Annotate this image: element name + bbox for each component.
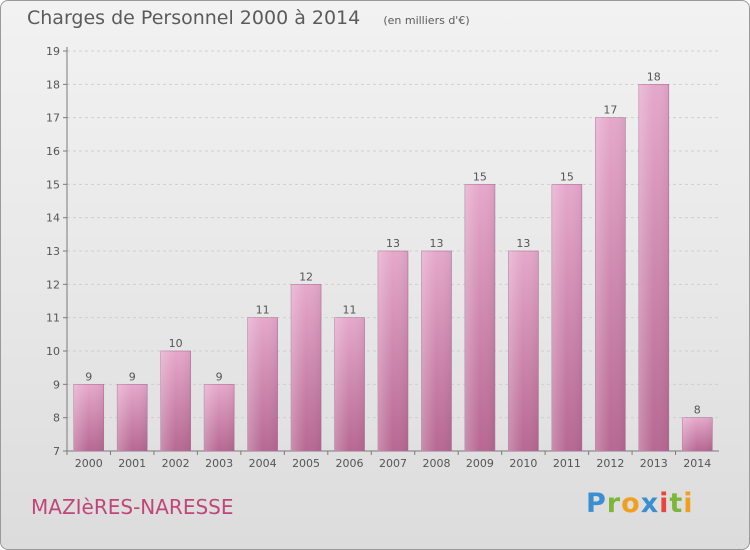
y-tick-label: 7: [53, 445, 60, 458]
y-tick-label: 19: [46, 45, 60, 58]
data-label: 9: [129, 370, 136, 383]
data-label: 8: [694, 404, 701, 417]
bar-shine: [464, 184, 495, 452]
x-tick-label: 2005: [292, 457, 320, 470]
x-tick-label: 2010: [509, 457, 537, 470]
bar-shine: [204, 384, 235, 451]
x-tick-label: 2003: [205, 457, 233, 470]
bar-shine: [334, 317, 365, 451]
bar-shine: [421, 251, 452, 451]
logo-letter: r: [606, 488, 622, 519]
y-tick-label: 8: [53, 412, 60, 425]
logo-letter: o: [621, 488, 641, 519]
logo-letter: P: [586, 488, 607, 519]
chart-title: Charges de Personnel 2000 à 2014: [27, 7, 361, 29]
x-tick-label: 2002: [162, 457, 190, 470]
y-tick-label: 9: [53, 378, 60, 391]
logo-letter: t: [669, 488, 684, 519]
bar-shine: [595, 117, 626, 452]
data-label: 11: [343, 304, 357, 317]
commune-name: MAZIèRES-NARESSE: [31, 495, 234, 519]
data-label: 15: [473, 170, 487, 183]
proxiti-logo[interactable]: Proxiti: [586, 488, 694, 519]
data-label: 13: [386, 237, 400, 250]
bar-shine: [73, 384, 104, 451]
y-tick-label: 15: [46, 178, 60, 191]
x-tick-label: 2009: [466, 457, 494, 470]
x-tick-label: 2001: [118, 457, 146, 470]
y-tick-label: 16: [46, 145, 60, 158]
data-label: 13: [429, 237, 443, 250]
y-tick-label: 12: [46, 278, 60, 291]
x-tick-label: 2013: [640, 457, 668, 470]
y-tick-label: 13: [46, 245, 60, 258]
data-label: 17: [603, 104, 617, 117]
data-label: 13: [516, 237, 530, 250]
bar-shine: [638, 84, 669, 451]
chart-subtitle: (en milliers d'€): [383, 14, 470, 27]
x-tick-label: 2011: [553, 457, 581, 470]
bar-shine: [291, 284, 322, 451]
y-tick-label: 14: [46, 212, 60, 225]
x-tick-label: 2007: [379, 457, 407, 470]
y-tick-label: 11: [46, 312, 60, 325]
x-tick-label: 2004: [249, 457, 277, 470]
bar-shine: [160, 351, 191, 451]
data-label: 10: [169, 337, 183, 350]
y-tick-label: 18: [46, 78, 60, 91]
logo-letter: i: [683, 488, 694, 519]
bar-shine: [247, 317, 278, 451]
logo-letter: x: [640, 488, 660, 519]
data-label: 18: [647, 70, 661, 83]
y-tick-label: 10: [46, 345, 60, 358]
bar-shine: [508, 251, 539, 451]
data-label: 12: [299, 270, 313, 283]
bar-shine: [117, 384, 148, 451]
title-row: Charges de Personnel 2000 à 2014 (en mil…: [27, 7, 470, 29]
bar-shine: [378, 251, 408, 451]
data-label: 9: [216, 370, 223, 383]
x-tick-label: 2000: [75, 457, 103, 470]
y-tick-label: 17: [46, 112, 60, 125]
bar-shine: [682, 417, 713, 451]
x-tick-label: 2006: [336, 457, 364, 470]
logo-letter: i: [659, 488, 670, 519]
data-label: 15: [560, 170, 574, 183]
data-label: 9: [85, 370, 92, 383]
data-label: 11: [256, 304, 270, 317]
x-tick-label: 2012: [596, 457, 624, 470]
x-tick-label: 2014: [683, 457, 711, 470]
x-tick-label: 2008: [422, 457, 450, 470]
bar-shine: [551, 184, 582, 452]
